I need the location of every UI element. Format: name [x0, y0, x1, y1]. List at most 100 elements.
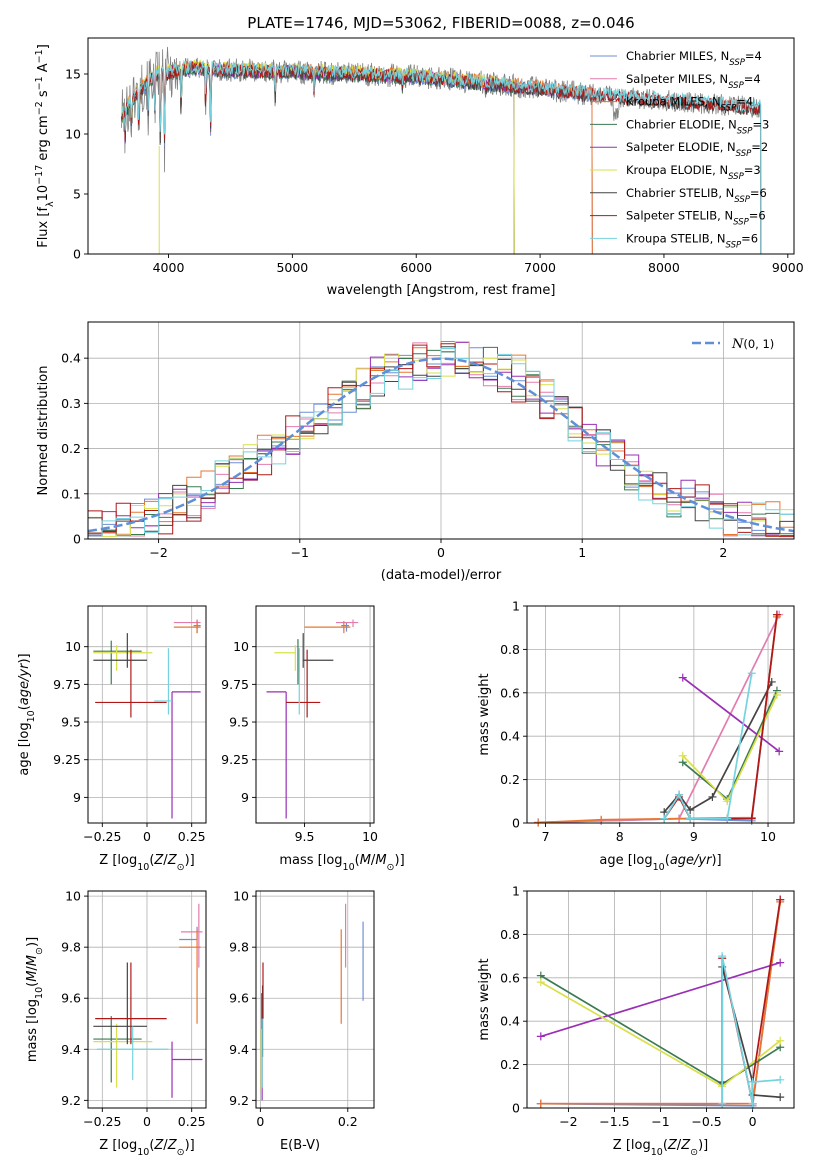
label-part: Z: [167, 1138, 178, 1153]
weight-series: [660, 677, 776, 817]
plus-marker: [723, 814, 732, 823]
label-part: Z [log: [99, 853, 137, 868]
label-part: )]: [25, 937, 40, 947]
label-part: ⊙: [690, 1147, 698, 1158]
label-part: /: [371, 853, 376, 868]
legend-count: =4: [736, 95, 753, 109]
errorbar-point: [173, 621, 201, 634]
x-tick-label: 9000: [772, 260, 804, 275]
x-tick-label: −1: [651, 1114, 669, 1129]
legend-count: =6: [741, 231, 758, 245]
plus-marker: [747, 669, 756, 678]
label-part: −1: [34, 76, 45, 90]
legend-entry: Kroupa STELIB, NSSP=6: [626, 231, 758, 250]
label-part: 10: [137, 1147, 149, 1158]
x-tick-label: 8000: [648, 260, 680, 275]
legend-name: Salpeter MILES, N: [626, 72, 728, 86]
legend-sub: SSP: [737, 126, 753, 136]
legend-name: Kroupa ELODIE, N: [626, 163, 728, 177]
legend-count: =4: [745, 49, 762, 63]
label-part: A: [36, 63, 51, 76]
legend-name: Salpeter STELIB, N: [626, 209, 733, 223]
label-part: Z [log: [613, 1138, 651, 1153]
label-part: (: [665, 853, 670, 868]
y-tick-label: 0: [512, 816, 520, 831]
label-part: M: [25, 955, 40, 966]
plus-marker: [597, 815, 606, 824]
y-tick-label: 9.5: [229, 715, 249, 730]
label-part: (: [25, 982, 40, 987]
weight-series: [678, 673, 784, 756]
errorbar-point: [179, 926, 198, 941]
y-tick-label: 9.8: [61, 940, 81, 955]
legend-sub: SSP: [734, 195, 750, 205]
age-vs-mass-axes: 9.5 10 9 9.25 9.5 9.75 10: [221, 606, 378, 844]
plus-marker: [748, 1099, 757, 1108]
weight-line: [538, 616, 778, 824]
legend-count: =6: [749, 209, 766, 223]
legend-sub: SSP: [729, 58, 745, 68]
age-vs-Z-plot-area: [93, 619, 201, 819]
x-tick-label: 0.25: [178, 1114, 206, 1129]
plus-marker: [536, 1032, 545, 1041]
errorbar-point: [266, 691, 287, 819]
legend-name: Salpeter ELODIE, N: [626, 140, 736, 154]
y-tick-label: 10: [233, 639, 249, 654]
y-tick-label: 0: [73, 247, 81, 262]
label-part: 10: [34, 987, 45, 999]
x-tick-label: 5000: [276, 260, 308, 275]
label-part: Z: [153, 853, 164, 868]
label-part: age/yr: [17, 662, 32, 705]
label-part: /: [677, 1138, 682, 1153]
label-part: M: [375, 853, 386, 868]
y-tick-label: 9.5: [61, 715, 81, 730]
model-spectrum-line: [120, 63, 593, 254]
y-tick-label: 0.2: [500, 772, 520, 787]
y-tick-label: 10: [65, 889, 81, 904]
label-part: 10: [36, 185, 51, 202]
plus-marker: [747, 814, 756, 823]
y-tick-label: 0.3: [61, 396, 81, 411]
y-tick-label: 9: [73, 790, 81, 805]
mass-vs-Z-axes: −0.25 0 0.25 9.2 9.4 9.6 9.8 10: [61, 889, 206, 1129]
y-tick-label: 9.25: [53, 752, 81, 767]
legend-name: Chabrier STELIB, N: [626, 186, 734, 200]
legend-name: Chabrier MILES, N: [626, 49, 729, 63]
errorbar-point: [93, 633, 147, 668]
label-part: Z: [167, 853, 178, 868]
model-spectrum-line: [120, 59, 762, 254]
y-tick-label: 0: [512, 1101, 520, 1116]
x-tick-label: 1: [578, 545, 586, 560]
weight-vs-age-frame: [526, 605, 795, 824]
label-part: (: [355, 853, 360, 868]
x-tick-label: 0: [749, 1114, 757, 1129]
legend-count: =2: [751, 140, 768, 154]
x-axis-label: E(B-V): [280, 1138, 320, 1153]
errorbar-point: [96, 1026, 169, 1080]
plus-marker: [775, 747, 784, 756]
mass-vs-EBV-plot-area: [260, 903, 364, 1101]
y-tick-label: 10: [65, 127, 81, 142]
age-vs-Z-frame: [87, 605, 207, 824]
legend-entry: Salpeter MILES, NSSP=4: [626, 72, 761, 91]
weight-series: [660, 669, 756, 823]
label-part: 10: [343, 862, 355, 873]
errorbar-point: [286, 649, 321, 718]
legend-entry: N(0, 1): [731, 337, 774, 352]
label-part: erg cm: [36, 115, 51, 164]
residuals-axes: −2 −1 0 1 2 0 0.1 0.2 0.3 0.4: [61, 322, 794, 560]
y-tick-label: 9.4: [61, 1042, 81, 1057]
x-axis-label: age [log10(age/yr)]: [599, 853, 721, 873]
y-tick-label: 9.25: [221, 752, 249, 767]
residuals-frame: [87, 321, 795, 540]
label-part: /: [163, 1138, 168, 1153]
label-part: 10: [651, 1147, 663, 1158]
y-tick-label: 0.8: [500, 927, 520, 942]
age-vs-mass-frame: [255, 605, 375, 824]
x-tick-label: 0: [256, 1114, 264, 1129]
label-part: )]: [395, 853, 405, 868]
label-part: −2: [34, 101, 45, 115]
y-axis-label: mass weight: [477, 958, 492, 1040]
label-part: age [log: [599, 853, 652, 868]
x-tick-label: 0: [143, 1114, 151, 1129]
